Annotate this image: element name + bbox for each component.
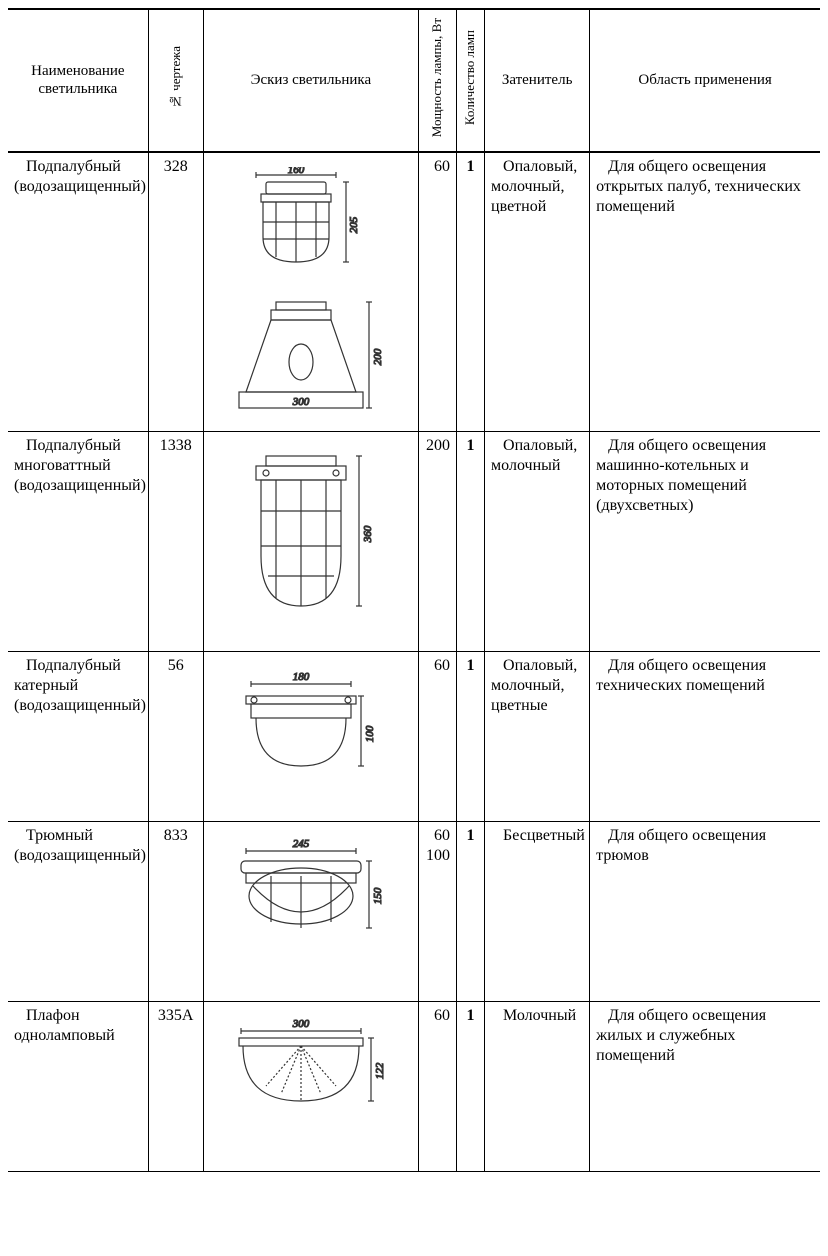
- col-application: Область применения: [590, 9, 820, 152]
- svg-text:245: 245: [293, 838, 310, 850]
- lighting-fixtures-table: Наименование светильника № чертежа Эскиз…: [8, 8, 820, 1172]
- power-value: 60: [418, 152, 456, 432]
- lamp-count: 1: [457, 432, 485, 652]
- svg-text:100: 100: [364, 726, 376, 743]
- sketch-icon: 360: [221, 446, 401, 636]
- col-name: Наименование светильника: [8, 9, 148, 152]
- power-value: 200: [418, 432, 456, 652]
- drawing-number: 56: [148, 652, 203, 822]
- svg-text:205: 205: [348, 216, 360, 233]
- application-text: Для общего освещения жилых и служебных п…: [596, 1006, 814, 1066]
- drawing-number: 328: [148, 152, 203, 432]
- drawing-number: 1338: [148, 432, 203, 652]
- table-body: Подпалубный (водозащищенный) 328 160 20: [8, 152, 820, 1172]
- sketch-cell: 180 100: [203, 652, 418, 822]
- shade-type: Опаловый, молочный, цветной: [491, 157, 583, 217]
- col-shade: Затенитель: [485, 9, 590, 152]
- svg-text:122: 122: [374, 1063, 386, 1080]
- fixture-name: Подпалубный (водозащищенный): [14, 157, 142, 197]
- table-row: Подпалубный катерный (водозащищенный) 56…: [8, 652, 820, 822]
- sketch-cell: 300 122: [203, 1002, 418, 1172]
- table-row: Трюмный (водозащищенный) 833 245 150: [8, 822, 820, 1002]
- sketch-icon: 180 100: [221, 666, 401, 786]
- application-text: Для общего освещения машинно-котельных и…: [596, 436, 814, 516]
- svg-text:150: 150: [372, 888, 384, 905]
- fixture-name: Подпалубный катерный (водозащищенный): [14, 656, 142, 716]
- fixture-name: Трюмный (водозащищенный): [14, 826, 142, 866]
- sketch-cell: 360: [203, 432, 418, 652]
- lamp-count: 1: [457, 1002, 485, 1172]
- fixture-name: Подпалубный многоваттный (водозащищенный…: [14, 436, 142, 496]
- col-sketch: Эскиз светильника: [203, 9, 418, 152]
- svg-text:160: 160: [288, 167, 305, 176]
- power-value: 60: [418, 1002, 456, 1172]
- sketch-cell: 245 150: [203, 822, 418, 1002]
- drawing-number: 833: [148, 822, 203, 1002]
- table-row: Подпалубный (водозащищенный) 328 160 20: [8, 152, 820, 432]
- table-row: Подпалубный многоваттный (водозащищенный…: [8, 432, 820, 652]
- power-value: 60: [418, 652, 456, 822]
- svg-text:200: 200: [372, 348, 384, 365]
- lamp-count: 1: [457, 652, 485, 822]
- drawing-number: 335А: [148, 1002, 203, 1172]
- lamp-count: 1: [457, 822, 485, 1002]
- shade-type: Молочный: [491, 1006, 583, 1026]
- shade-type: Опаловый, молочный, цветные: [491, 656, 583, 716]
- svg-text:300: 300: [292, 1018, 310, 1030]
- application-text: Для общего освещения технических помещен…: [596, 656, 814, 696]
- col-power: Мощность лампы, Вт: [418, 9, 456, 152]
- svg-text:300: 300: [292, 396, 310, 408]
- sketch-icon: 245 150: [221, 836, 401, 966]
- shade-type: Опаловый, молочный: [491, 436, 583, 476]
- shade-type: Бесцветный: [491, 826, 583, 846]
- lamp-count: 1: [457, 152, 485, 432]
- sketch-icon: 300 122: [221, 1016, 401, 1126]
- col-drawing-no: № чертежа: [148, 9, 203, 152]
- header-row: Наименование светильника № чертежа Эскиз…: [8, 9, 820, 152]
- sketch-icon: 160 205: [221, 167, 401, 417]
- svg-text:180: 180: [293, 671, 310, 683]
- application-text: Для общего освещения открытых палуб, тех…: [596, 157, 814, 217]
- table-row: Плафон одноламповый 335А 300 122 60 1: [8, 1002, 820, 1172]
- svg-text:360: 360: [362, 526, 374, 544]
- col-count: Количество ламп: [457, 9, 485, 152]
- power-value: 60 100: [418, 822, 456, 1002]
- application-text: Для общего освещения трюмов: [596, 826, 814, 866]
- sketch-cell: 160 205: [203, 152, 418, 432]
- fixture-name: Плафон одноламповый: [14, 1006, 142, 1046]
